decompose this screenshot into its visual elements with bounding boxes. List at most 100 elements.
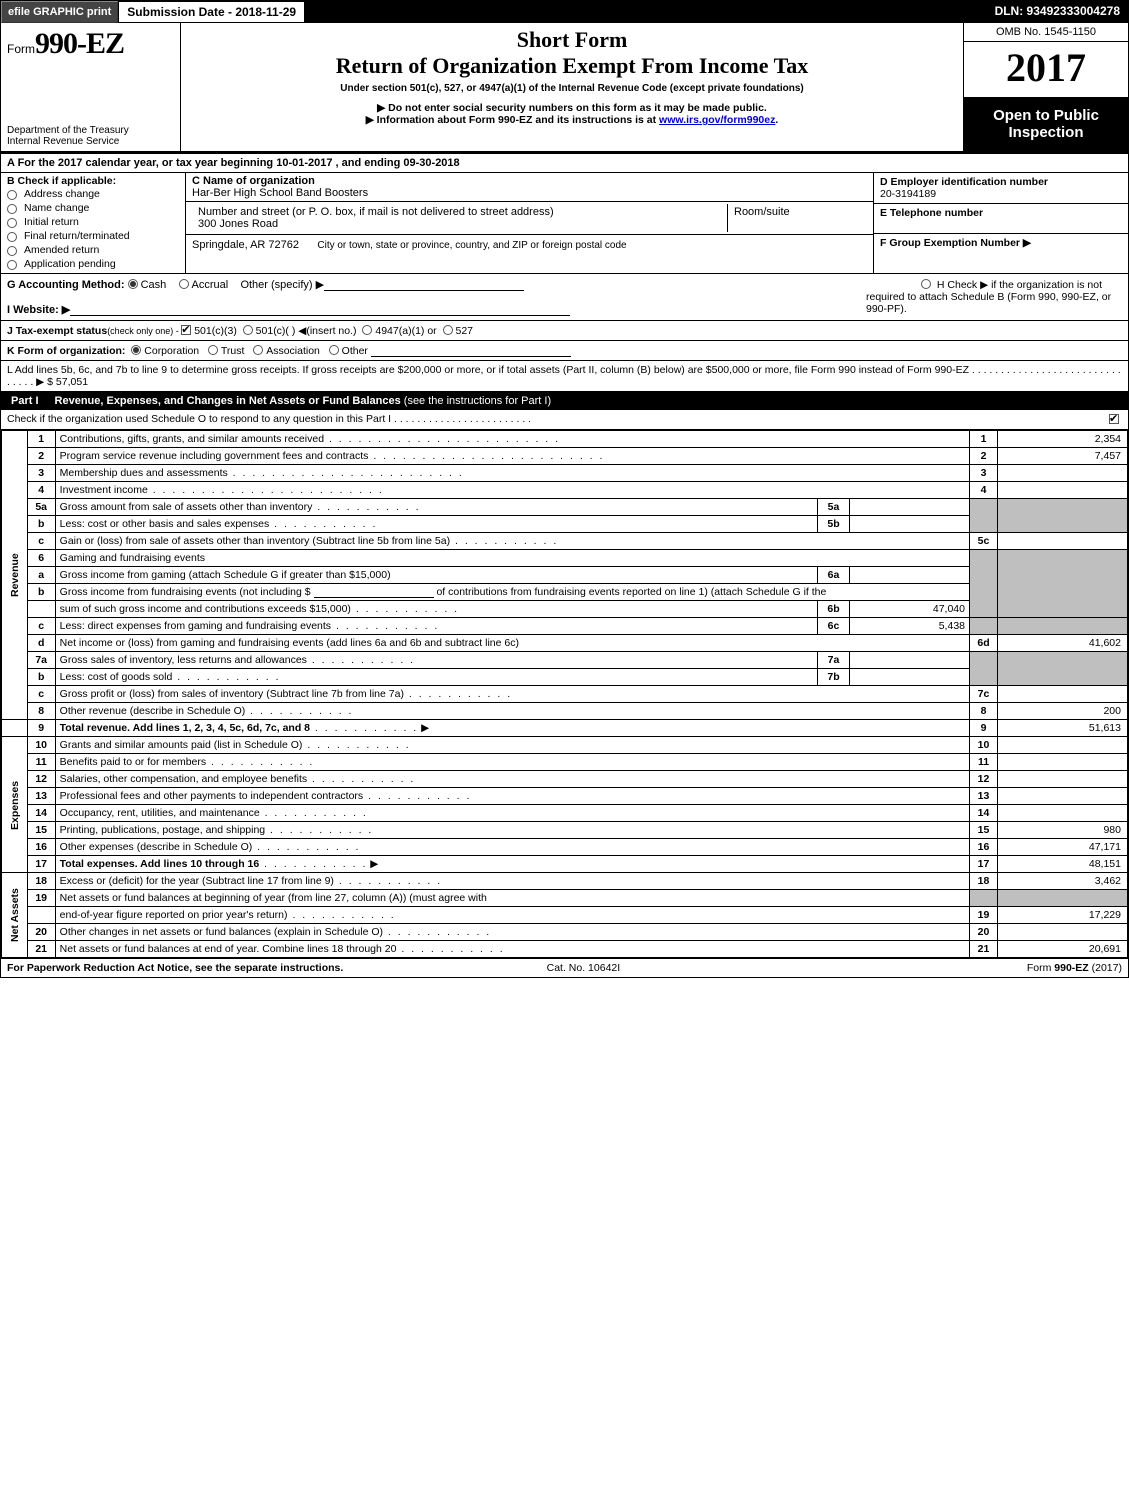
line-12-num: 12 [27,771,55,788]
i-label: I Website: ▶ [7,304,70,316]
line-5a-ival [850,499,970,516]
line-8-rn: 8 [970,703,998,720]
line-6d-rn: 6d [970,635,998,652]
line-5b-num: b [27,516,55,533]
revenue-section-spacer [2,720,28,737]
line-6b-num: b [27,584,55,601]
line-7a-num: 7a [27,652,55,669]
radio-cash[interactable] [128,279,138,289]
line-14-rn: 14 [970,805,998,822]
k-trust: Trust [221,345,245,357]
chk-4947[interactable] [362,325,372,335]
dept-treasury: Department of the Treasury [7,125,174,136]
chk-corporation[interactable] [131,345,141,355]
org-name: Har-Ber High School Band Boosters [192,187,867,199]
line-15-num: 15 [27,822,55,839]
line-5a-in: 5a [818,499,850,516]
line-17-rn: 17 [970,856,998,873]
d-label: D Employer identification number [880,176,1048,188]
chk-trust[interactable] [208,345,218,355]
l-text: L Add lines 5b, 6c, and 7b to line 9 to … [7,364,1121,388]
chk-501c[interactable] [243,325,253,335]
line-18-num: 18 [27,873,55,890]
form-number: Form990-EZ [7,27,174,61]
info-pre: ▶ Information about Form 990-EZ and its … [366,114,659,126]
k-corp: Corporation [144,345,199,357]
line-16-val: 47,171 [998,839,1128,856]
efile-print-button[interactable]: efile GRAPHIC print [1,1,118,23]
k-label: K Form of organization: [7,345,125,357]
j-label: J Tax-exempt status [7,325,107,337]
shade-19-val [998,890,1128,907]
line-7a-desc: Gross sales of inventory, less returns a… [55,652,817,669]
fundraising-amount-input[interactable] [314,586,434,598]
part-i-label: Part I [1,392,49,410]
chk-527[interactable] [443,325,453,335]
chk-name-change[interactable]: Name change [7,201,179,215]
f-label: F Group Exemption Number ▶ [880,237,1031,249]
line-20-val [998,924,1128,941]
schedule-o-check-text: Check if the organization used Schedule … [7,413,531,426]
info-post: . [775,114,778,126]
chk-501c3[interactable] [181,325,191,335]
chk-schedule-o[interactable] [1109,414,1119,424]
line-6a-ival [850,567,970,584]
line-a: A For the 2017 calendar year, or tax yea… [1,154,1128,173]
chk-other-org[interactable] [329,345,339,355]
info-line: ▶ Information about Form 990-EZ and its … [187,114,957,126]
shade-7-val [998,652,1128,686]
k-other-input[interactable] [371,345,571,357]
chk-application-pending[interactable]: Application pending [7,257,179,271]
line-6b2-num [27,601,55,618]
part-i-header: Part I Revenue, Expenses, and Changes in… [1,392,1128,410]
line-2-num: 2 [27,448,55,465]
line-1-num: 1 [27,431,55,448]
line-13-val [998,788,1128,805]
line-11-desc: Benefits paid to or for members [55,754,969,771]
irs-link[interactable]: www.irs.gov/form990ez [659,114,775,126]
chk-address-change[interactable]: Address change [7,187,179,201]
line-11-num: 11 [27,754,55,771]
line-6a-in: 6a [818,567,850,584]
chk-final-return[interactable]: Final return/terminated [7,229,179,243]
part-i-table: Revenue 1 Contributions, gifts, grants, … [1,430,1128,958]
line-2-rn: 2 [970,448,998,465]
shade-6c-val [998,618,1128,635]
line-8-num: 8 [27,703,55,720]
line-l: L Add lines 5b, 6c, and 7b to line 9 to … [1,361,1128,392]
line-5c-num: c [27,533,55,550]
chk-schedule-b[interactable] [921,279,931,289]
chk-initial-return[interactable]: Initial return [7,215,179,229]
line-13-rn: 13 [970,788,998,805]
line-7a-ival [850,652,970,669]
website-input[interactable] [70,304,570,316]
line-7c-num: c [27,686,55,703]
g-other: Other (specify) ▶ [240,279,324,291]
line-6-num: 6 [27,550,55,567]
line-1-val: 2,354 [998,431,1128,448]
line-13-desc: Professional fees and other payments to … [55,788,969,805]
chk-amended-return[interactable]: Amended return [7,243,179,257]
part-i-title: Revenue, Expenses, and Changes in Net As… [55,395,401,407]
line-6d-desc: Net income or (loss) from gaming and fun… [55,635,969,652]
line-5c-rn: 5c [970,533,998,550]
chk-association[interactable] [253,345,263,355]
line-6-desc: Gaming and fundraising events [55,550,969,567]
omb-number: OMB No. 1545-1150 [964,23,1128,42]
line-6c-ival: 5,438 [850,618,970,635]
line-6c-num: c [27,618,55,635]
shade-6-val [998,550,1128,618]
expenses-section-label: Expenses [2,737,28,873]
line-b-label: B Check if applicable: [7,175,179,187]
shade-5-val [998,499,1128,533]
radio-accrual[interactable] [179,279,189,289]
section-b-c-d: B Check if applicable: Address change Na… [1,173,1128,274]
line-21-desc: Net assets or fund balances at end of ye… [55,941,969,958]
line-4-num: 4 [27,482,55,499]
line-a-pre: A For the 2017 calendar year, or tax yea… [7,157,276,169]
line-7c-val [998,686,1128,703]
line-12-rn: 12 [970,771,998,788]
g-other-input[interactable] [324,279,524,291]
line-21-rn: 21 [970,941,998,958]
revenue-section-label: Revenue [2,431,28,720]
